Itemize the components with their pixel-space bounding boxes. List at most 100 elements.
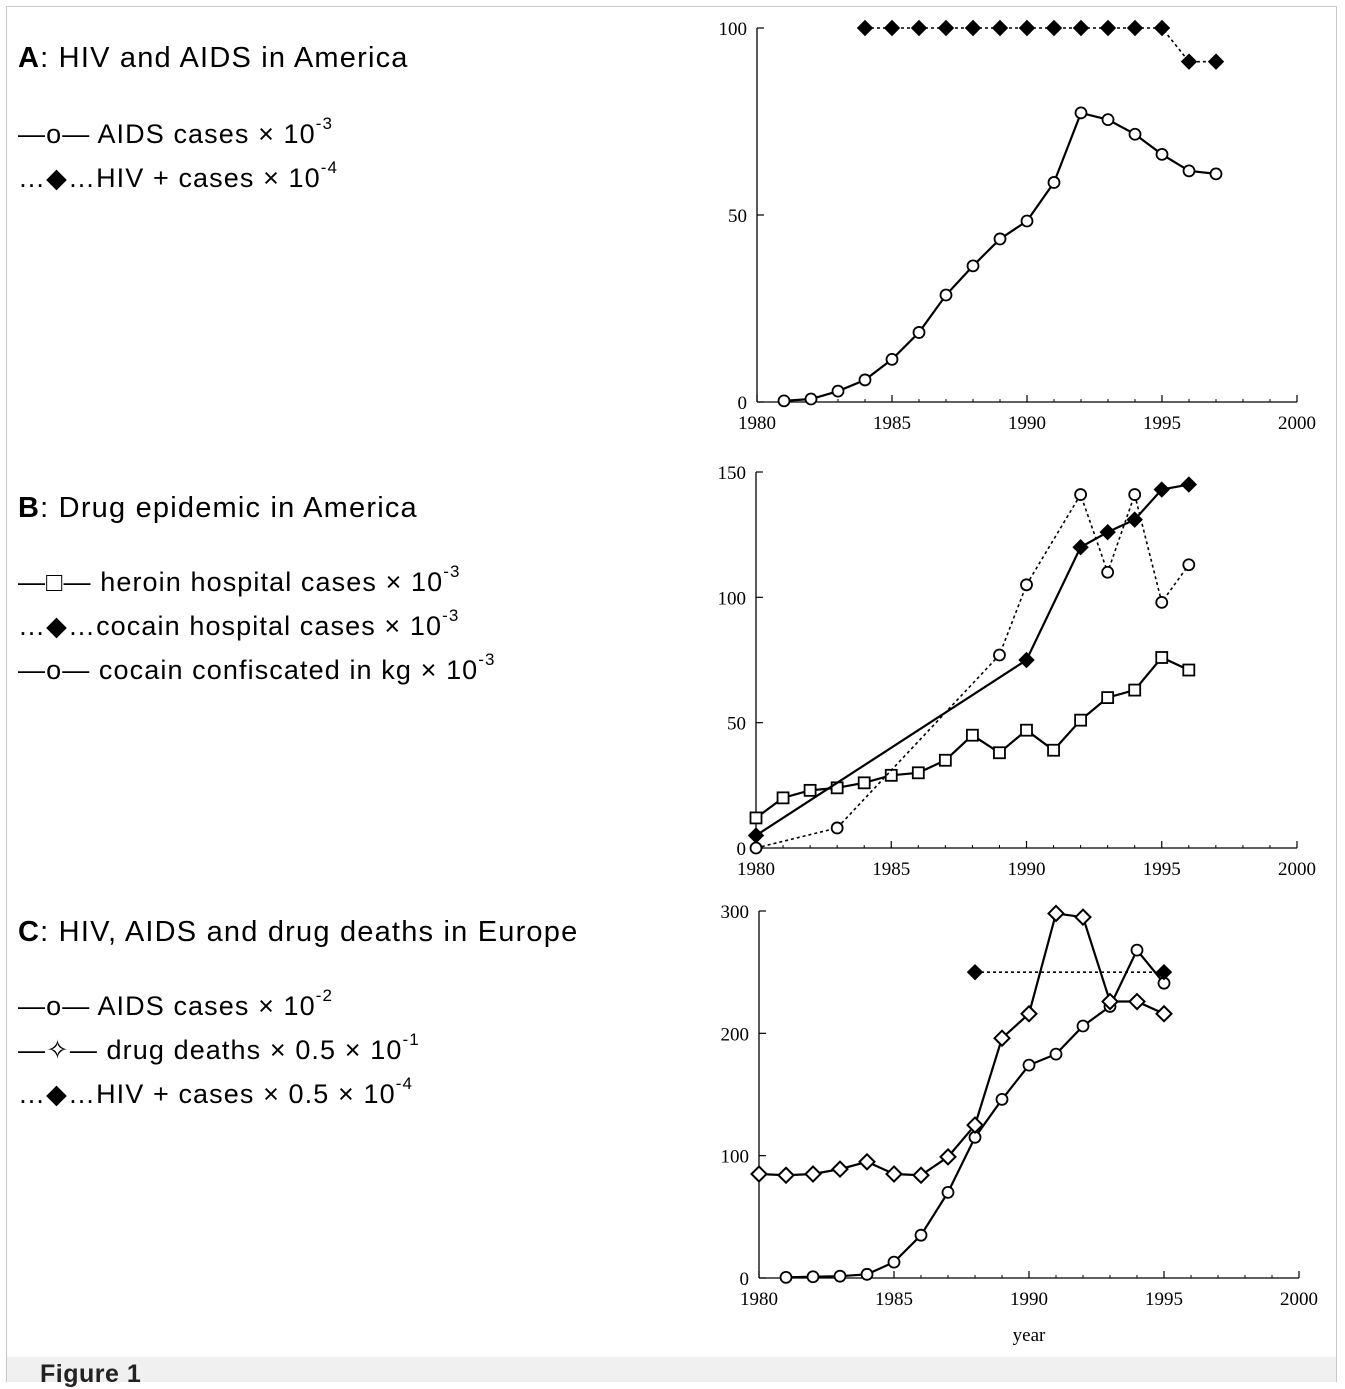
- panel-b-title: B: Drug epidemic in America: [18, 492, 418, 524]
- panel-b-x-tick-label: 1995: [1143, 859, 1181, 880]
- panel-c-series-2-point: [1128, 992, 1146, 1011]
- panel-b-series-3-point: [830, 821, 844, 835]
- panel-b-series-2-point: [1126, 511, 1143, 528]
- panel-c-series-2-point: [1155, 1004, 1173, 1023]
- panel-a-x-tick-label: 1990: [1008, 413, 1046, 434]
- panel-a-series-2-point: [1153, 19, 1171, 37]
- caption-bar: [7, 1357, 1336, 1382]
- panel-b-series-1-point: [911, 766, 925, 780]
- legend-b-heroin: —□— heroin hospital cases × 10-3: [18, 562, 461, 597]
- panel-a-series-1-point: [885, 352, 899, 366]
- panel-b-series-3-point: [1182, 558, 1196, 572]
- panel-b-series-1-point: [1047, 743, 1060, 757]
- panel-c-series-1-point: [1076, 1019, 1090, 1033]
- panel-c-series-1-point: [779, 1270, 793, 1284]
- panel-a-series-2-point: [910, 19, 928, 37]
- panel-c-series-2-point: [912, 1166, 930, 1185]
- panel-c-series-2-point: [831, 1160, 849, 1179]
- panel-a-series-2-point: [1099, 19, 1117, 37]
- panel-c-x-tick-label: 1980: [740, 1289, 778, 1310]
- panel-a-series-2-line: [865, 27, 1216, 63]
- panel-b-series-2-point: [1018, 651, 1035, 669]
- panel-c-x-tick-label: 2000: [1280, 1289, 1318, 1310]
- panel-c-x-tick-label: 1985: [875, 1289, 913, 1310]
- panel-c-series-3-point: [966, 963, 984, 981]
- panel-b-y-tick-label: 50: [727, 714, 746, 735]
- panel-b-series-3-point: [749, 841, 763, 855]
- panel-a-series-1-point: [777, 394, 791, 408]
- panel-a-series-1-point: [1074, 106, 1088, 120]
- panel-c-series-2-point: [966, 1116, 984, 1134]
- panel-a-series-1-point: [1101, 113, 1115, 127]
- panel-a-y-tick-label: 50: [728, 206, 747, 227]
- panel-b-series-1-point: [803, 783, 817, 797]
- panel-a-series-2-point: [937, 19, 955, 37]
- panel-b-series-2-point: [747, 827, 765, 844]
- panel-b-series-1-point: [1020, 723, 1033, 737]
- panel-c-series-2-point: [1047, 904, 1065, 923]
- panel-c-x-tick-label: 1995: [1145, 1289, 1183, 1310]
- panel-c-series-2-point: [777, 1166, 795, 1185]
- figure-frame: [6, 6, 1337, 1382]
- panel-b-series-1-point: [749, 811, 763, 825]
- panel-a-series-2-point: [883, 19, 901, 37]
- panel-a-series-1-point: [804, 392, 818, 406]
- panel-b-y-tick-label: 150: [718, 463, 747, 484]
- panel-b-series-3-point: [1155, 595, 1169, 609]
- panel-c-series-3-point: [1155, 963, 1173, 981]
- panel-b-series-2-line: [755, 483, 1190, 837]
- panel-b-series-3-point: [1020, 578, 1033, 592]
- panel-a-text: A: HIV and AIDS in America —o— AIDS case…: [18, 42, 409, 197]
- panel-c-x-tick-label: 1990: [1010, 1289, 1048, 1310]
- panel-c-series-1-point: [914, 1228, 928, 1242]
- panel-a-series-2-point: [1180, 53, 1198, 70]
- panel-a-series-1-point: [1182, 164, 1196, 178]
- panel-c-series-1-point: [1049, 1047, 1063, 1061]
- panel-c-series-2-point: [1101, 992, 1119, 1011]
- panel-a-series-2-point: [964, 19, 982, 37]
- panel-c-series-1-point: [1130, 943, 1144, 957]
- panel-b-series-1-point: [1128, 683, 1142, 697]
- panel-c-series-1-point: [806, 1270, 820, 1284]
- panel-c-series-2-point: [750, 1165, 768, 1183]
- panel-b-series-3-point: [1101, 565, 1115, 579]
- panel-a-series-1-point: [993, 232, 1007, 246]
- panel-b-y-tick-label: 100: [718, 588, 747, 609]
- panel-b-series-1-point: [993, 746, 1006, 760]
- panel-c-series-2-line: [758, 912, 1165, 1177]
- panel-a-series-2-point: [1207, 53, 1225, 70]
- legend-a-aids: —o— AIDS cases × 10-3: [18, 114, 334, 149]
- panel-a-series-1-point: [831, 384, 845, 398]
- panel-a-series-2-point: [1072, 19, 1090, 37]
- panel-a-series-1-point: [939, 288, 953, 302]
- panel-c-series-1-point: [995, 1092, 1009, 1106]
- panel-b-series-1-point: [776, 791, 790, 805]
- panel-b-series-1-point: [1074, 713, 1087, 727]
- panel-b-series-3-point: [1128, 488, 1142, 501]
- panel-a-x-tick-label: 2000: [1278, 413, 1316, 434]
- panel-a-series-1-point: [1155, 148, 1169, 161]
- panel-a-series-1-point: [912, 326, 926, 339]
- panel-b-series-1-point: [1155, 651, 1169, 664]
- panel-b-series-2-point: [1180, 476, 1198, 493]
- panel-c-series-1-point: [1022, 1058, 1036, 1072]
- figure-caption: Figure 1: [40, 1360, 142, 1388]
- panel-a-series-1-point: [1047, 176, 1061, 189]
- panel-c-series-2-point: [1074, 908, 1092, 927]
- panel-c-series-2-point: [939, 1147, 957, 1166]
- legend-c-drug-deaths: —✧— drug deaths × 0.5 × 10-1: [18, 1030, 420, 1065]
- panel-b-series-2-point: [1153, 481, 1170, 498]
- panel-b-x-tick-label: 2000: [1278, 859, 1316, 880]
- panel-c-y-tick-label: 200: [721, 1024, 750, 1045]
- panel-c-series-1-point: [941, 1185, 955, 1199]
- panel-a-series-2-point: [1045, 19, 1063, 37]
- panel-c-series-1-point: [860, 1267, 874, 1281]
- panel-a-series-2-point: [991, 19, 1009, 37]
- panel-c-y-tick-label: 0: [740, 1269, 750, 1290]
- panel-a-series-1-point: [1128, 127, 1142, 141]
- panel-c-series-2-point: [1020, 1004, 1038, 1023]
- legend-c-aids: —o— AIDS cases × 10-2: [18, 986, 334, 1021]
- panel-a-x-tick-label: 1985: [873, 413, 911, 434]
- panel-a-series-1-point: [966, 259, 980, 273]
